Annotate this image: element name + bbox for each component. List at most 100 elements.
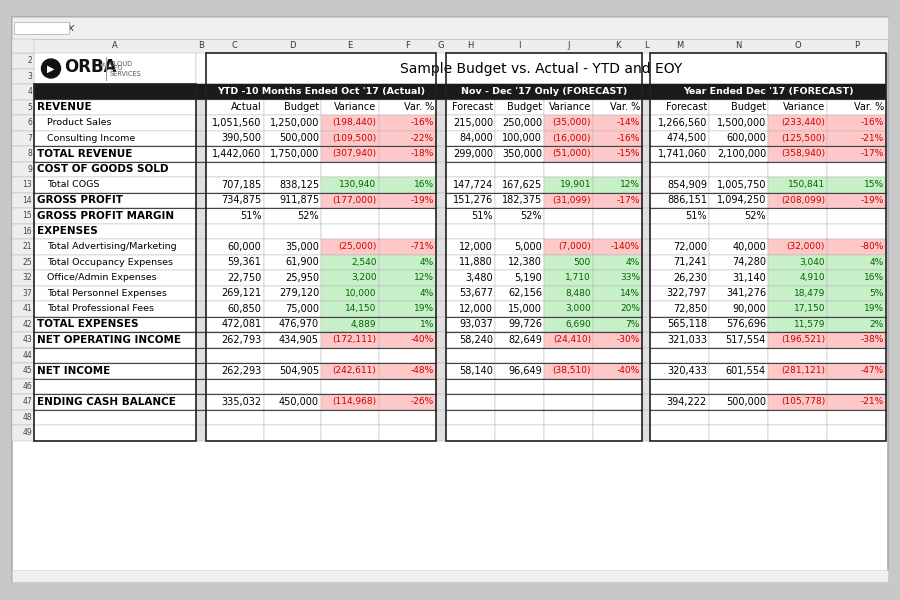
Bar (321, 254, 379, 270)
Text: Budget: Budget (731, 102, 766, 112)
Bar (379, 409, 436, 425)
Text: Variance: Variance (783, 102, 825, 112)
Text: 33%: 33% (620, 273, 640, 282)
Bar (196, 115, 206, 130)
Bar (650, 317, 709, 332)
Bar (321, 425, 379, 440)
Bar (436, 115, 446, 130)
Bar (34, 332, 196, 347)
Bar (196, 177, 206, 193)
Text: Product Sales: Product Sales (47, 118, 112, 127)
Bar (321, 223, 379, 239)
Text: 1,500,000: 1,500,000 (716, 118, 766, 128)
Text: (24,410): (24,410) (553, 335, 591, 344)
Text: -48%: -48% (410, 366, 434, 375)
Text: (38,510): (38,510) (553, 366, 591, 375)
Bar (34, 115, 196, 130)
Bar (650, 53, 886, 440)
Bar (827, 115, 886, 130)
Bar (206, 363, 264, 379)
Text: Variance: Variance (334, 102, 376, 112)
Text: 299,000: 299,000 (453, 149, 493, 159)
Bar (768, 394, 827, 409)
Text: ▲▼: ▲▼ (22, 23, 34, 32)
Bar (593, 409, 642, 425)
Bar (264, 270, 321, 286)
Bar (12, 347, 34, 363)
Bar (264, 363, 321, 379)
Text: 4%: 4% (869, 258, 884, 267)
Bar (650, 146, 709, 161)
Bar (446, 100, 495, 115)
Bar (709, 286, 768, 301)
Bar (650, 161, 709, 177)
Text: 53,677: 53,677 (459, 288, 493, 298)
Text: 26,230: 26,230 (673, 273, 707, 283)
Bar (495, 363, 544, 379)
Bar (34, 409, 196, 425)
Bar (34, 208, 196, 223)
Text: TOTAL REVENUE: TOTAL REVENUE (37, 149, 132, 159)
Bar (709, 409, 768, 425)
Bar (34, 254, 196, 270)
Bar (642, 286, 650, 301)
Bar (768, 409, 827, 425)
Text: 838,125: 838,125 (279, 180, 319, 190)
Bar (436, 409, 446, 425)
Bar (436, 130, 446, 146)
Bar (196, 332, 206, 347)
Text: C: C (232, 41, 238, 50)
Bar (827, 363, 886, 379)
Text: 19,901: 19,901 (560, 180, 591, 189)
Bar (379, 379, 436, 394)
Bar (196, 208, 206, 223)
Text: -38%: -38% (860, 335, 884, 344)
Bar (709, 425, 768, 440)
Bar (12, 177, 34, 193)
Text: 167,625: 167,625 (502, 180, 542, 190)
Bar (206, 130, 264, 146)
Text: 250,000: 250,000 (502, 118, 542, 128)
Bar (709, 394, 768, 409)
Bar (709, 363, 768, 379)
Bar (12, 161, 34, 177)
Text: K: K (615, 41, 620, 50)
Bar (34, 394, 196, 409)
Bar (436, 84, 446, 100)
Text: (51,000): (51,000) (553, 149, 591, 158)
Bar (34, 363, 196, 379)
Text: (242,611): (242,611) (333, 366, 376, 375)
Text: H: H (467, 41, 473, 50)
Bar (206, 84, 436, 100)
Bar (321, 317, 379, 332)
Text: 390,500: 390,500 (221, 133, 262, 143)
Bar (436, 177, 446, 193)
Bar (206, 115, 264, 130)
Bar (642, 161, 650, 177)
Bar (196, 100, 206, 115)
Bar (495, 239, 544, 254)
Text: F: F (405, 41, 410, 50)
Bar (12, 394, 34, 409)
Bar (379, 146, 436, 161)
Bar (642, 130, 650, 146)
Bar (12, 17, 888, 39)
Bar (495, 301, 544, 317)
Text: Variance: Variance (549, 102, 591, 112)
Bar (495, 100, 544, 115)
Text: 600,000: 600,000 (726, 133, 766, 143)
Bar (544, 409, 593, 425)
Text: fx: fx (64, 23, 75, 33)
Text: (105,778): (105,778) (781, 397, 825, 406)
Bar (12, 363, 34, 379)
Bar (34, 270, 196, 286)
Bar (196, 53, 886, 84)
Text: 8,480: 8,480 (565, 289, 591, 298)
Bar (196, 286, 206, 301)
Text: Total COGS: Total COGS (47, 180, 99, 189)
Bar (642, 208, 650, 223)
Text: 262,793: 262,793 (221, 335, 262, 345)
Text: 60,000: 60,000 (228, 242, 262, 252)
Bar (34, 84, 196, 440)
Text: 2,540: 2,540 (351, 258, 376, 267)
